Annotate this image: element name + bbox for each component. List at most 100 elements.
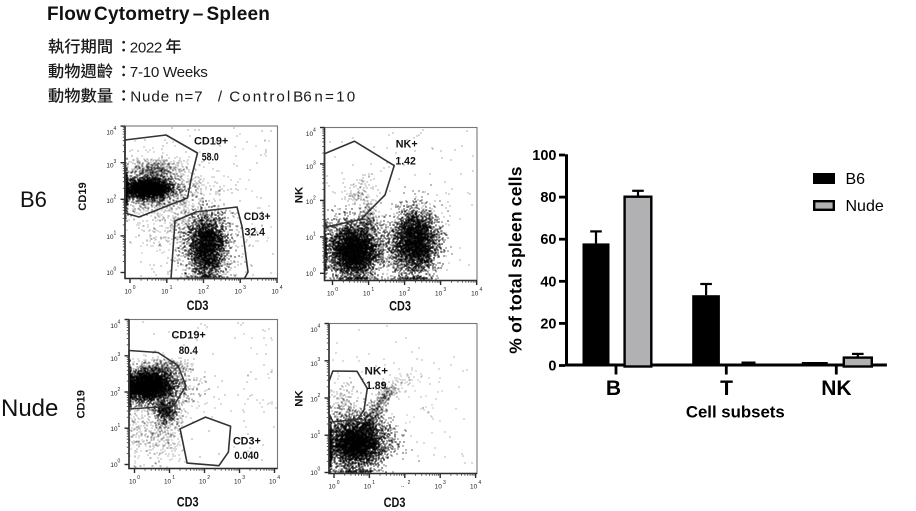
svg-text:10: 10 (471, 291, 479, 298)
svg-text:10: 10 (327, 291, 335, 298)
svg-text:0: 0 (137, 475, 140, 481)
svg-text:n=7: n=7 (175, 89, 203, 106)
svg-text:40: 40 (540, 274, 556, 290)
svg-text:0: 0 (318, 467, 321, 473)
svg-text:CD3: CD3 (177, 495, 199, 510)
svg-text:CD19: CD19 (77, 182, 89, 210)
svg-text:10: 10 (161, 289, 169, 296)
svg-text:3: 3 (443, 287, 446, 293)
svg-text:10: 10 (106, 234, 114, 241)
svg-text:10: 10 (310, 470, 318, 477)
svg-text:10: 10 (234, 479, 242, 486)
svg-text:20: 20 (540, 316, 556, 332)
svg-text:10: 10 (106, 198, 114, 205)
svg-text:10: 10 (129, 479, 137, 486)
svg-text:4: 4 (114, 126, 117, 132)
svg-text:..: .. (401, 482, 405, 489)
svg-text:10: 10 (306, 271, 314, 278)
svg-text:NK: NK (821, 377, 851, 400)
svg-text:Control: Control (229, 89, 292, 106)
svg-text:CD3: CD3 (389, 299, 411, 314)
svg-text:B6: B6 (293, 89, 312, 106)
svg-text:4: 4 (480, 287, 483, 293)
svg-text:Nude: Nude (846, 198, 884, 215)
svg-text:T: T (720, 377, 733, 400)
svg-text:4: 4 (318, 324, 321, 330)
svg-text:3: 3 (118, 352, 121, 358)
svg-text:10: 10 (199, 479, 207, 486)
svg-text:10: 10 (110, 391, 118, 398)
svg-text:0: 0 (133, 285, 136, 291)
svg-text:2: 2 (118, 387, 121, 393)
svg-text:1: 1 (114, 230, 117, 236)
svg-text:0: 0 (337, 480, 340, 486)
svg-text:/: / (218, 89, 223, 106)
svg-text:7-10 Weeks: 7-10 Weeks (130, 64, 208, 81)
svg-text:2022: 2022 (130, 39, 162, 56)
svg-text:10: 10 (399, 291, 407, 298)
svg-text:0.040: 0.040 (234, 450, 259, 462)
svg-text:NK+: NK+ (396, 139, 418, 151)
svg-text:CD3+: CD3+ (233, 435, 261, 447)
svg-text:80: 80 (540, 190, 556, 206)
svg-text:4: 4 (118, 320, 121, 326)
svg-text:2: 2 (206, 285, 209, 291)
svg-text:0: 0 (335, 287, 338, 293)
svg-text:CD3+: CD3+ (244, 211, 271, 223)
svg-text:10: 10 (435, 291, 443, 298)
svg-text:10: 10 (470, 484, 478, 491)
svg-text:0: 0 (118, 459, 121, 465)
svg-text:10: 10 (164, 479, 172, 486)
svg-text:2: 2 (114, 194, 117, 200)
svg-text:% of total spleen cells: % of total spleen cells (506, 166, 526, 353)
svg-text:3: 3 (242, 475, 245, 481)
svg-text:NK: NK (294, 390, 306, 407)
svg-text:10: 10 (124, 289, 132, 296)
svg-text:CD3: CD3 (187, 298, 209, 313)
svg-text:80.4: 80.4 (179, 345, 199, 357)
svg-text:10: 10 (110, 356, 118, 363)
svg-text:10: 10 (310, 433, 318, 440)
svg-text:NK+: NK+ (365, 366, 389, 378)
svg-text:3: 3 (318, 357, 321, 363)
svg-text:4: 4 (280, 285, 283, 291)
svg-text:10: 10 (269, 479, 277, 486)
svg-text:10: 10 (198, 289, 206, 296)
svg-text:1: 1 (318, 430, 321, 436)
svg-text:2: 2 (207, 475, 210, 481)
svg-text:B: B (606, 377, 621, 400)
svg-text:1.89: 1.89 (366, 380, 387, 392)
svg-text:1: 1 (372, 480, 375, 486)
svg-text:10: 10 (364, 484, 372, 491)
svg-text:10: 10 (310, 361, 318, 368)
svg-text:4: 4 (277, 475, 280, 481)
svg-text:10: 10 (110, 426, 118, 433)
svg-text:10: 10 (363, 291, 371, 298)
svg-text:32.4: 32.4 (245, 226, 266, 238)
svg-text:10: 10 (106, 130, 114, 137)
svg-text:CD3: CD3 (384, 495, 406, 510)
svg-text:10: 10 (310, 397, 318, 404)
svg-text:1: 1 (170, 285, 173, 291)
svg-text:10: 10 (306, 164, 314, 171)
svg-text:CD19: CD19 (76, 390, 88, 418)
svg-text:1: 1 (313, 231, 316, 237)
svg-text:1: 1 (371, 287, 374, 293)
svg-text:0: 0 (313, 267, 316, 273)
svg-text:2: 2 (407, 287, 410, 293)
svg-text:Cell subsets: Cell subsets (686, 403, 785, 422)
svg-text:10: 10 (306, 235, 314, 242)
svg-text:10: 10 (235, 289, 243, 296)
svg-text:10: 10 (110, 462, 118, 469)
svg-text:1.42: 1.42 (395, 155, 415, 167)
svg-text:10: 10 (271, 289, 279, 296)
svg-text:60: 60 (540, 232, 556, 248)
svg-text:10: 10 (435, 484, 443, 491)
svg-text:3: 3 (313, 160, 316, 166)
svg-text:10: 10 (306, 131, 314, 138)
svg-text:4: 4 (478, 480, 481, 486)
svg-text:10: 10 (106, 163, 114, 170)
svg-text:10: 10 (310, 327, 318, 334)
svg-text:0: 0 (548, 359, 556, 375)
svg-text:3: 3 (243, 285, 246, 291)
